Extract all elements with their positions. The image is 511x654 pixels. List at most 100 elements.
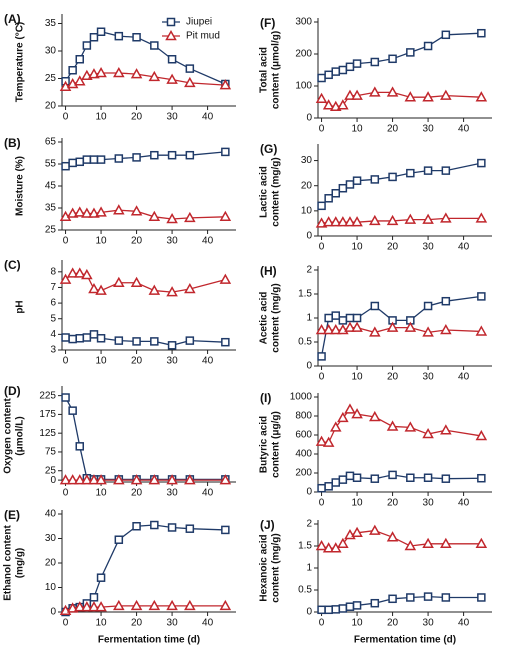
marker [89,330,99,339]
marker [114,535,124,544]
marker [441,166,451,175]
y-tick-label: 0 [50,475,56,486]
x-tick-label: 40 [202,618,214,629]
panel-label: (B) [4,136,21,150]
x-tick-label: 0 [63,236,69,247]
y-axis-label: Total acid [259,47,270,93]
marker [388,594,397,604]
series-line [321,408,482,444]
y-tick-label: 40 [45,509,57,520]
marker [95,474,107,485]
y-tick-label: 600 [295,430,312,441]
marker [317,352,326,361]
y-axis-label: Acetic acid [259,292,270,345]
marker [477,473,486,483]
marker [344,89,356,100]
marker [352,473,362,482]
marker [386,531,399,542]
marker [406,473,415,482]
y-tick-label: 75 [45,447,57,458]
marker [219,210,232,222]
y-tick-label: 400 [295,449,312,460]
series-line [65,524,226,613]
legend-label: Pit mud [186,31,220,42]
marker [441,474,451,483]
marker [388,470,397,480]
marker [386,214,399,226]
x-tick-label: 20 [131,236,143,247]
marker [324,605,333,615]
marker [113,276,125,288]
marker [75,157,85,167]
marker [113,599,125,611]
marker [96,27,106,36]
marker [185,336,195,345]
x-tick-label: 0 [319,372,325,383]
y-tick-label: 300 [295,17,312,28]
marker [73,267,86,278]
marker [167,523,177,532]
marker [423,592,433,601]
marker [404,91,417,102]
marker [185,524,195,533]
marker [89,155,99,164]
marker [345,471,355,481]
marker [166,212,178,224]
x-tick-label: 40 [202,488,214,499]
marker [317,483,326,493]
x-tick-label: 30 [167,112,179,123]
marker [166,286,178,297]
marker [132,337,141,346]
marker [68,406,77,415]
marker [338,316,348,325]
x-tick-label: 0 [319,618,325,629]
y-tick-label: 125 [39,428,56,439]
marker [81,268,93,280]
x-axis-label: Fermentation time (d) [354,635,456,646]
marker [167,341,177,350]
x-tick-label: 30 [423,372,435,383]
x-tick-label: 20 [387,242,399,253]
marker [221,147,230,157]
x-tick-label: 20 [131,356,143,367]
marker [114,31,124,41]
marker [324,70,333,80]
y-tick-label: 4 [50,329,56,340]
marker [386,420,399,431]
marker [440,424,452,435]
marker [441,593,451,602]
marker [369,524,381,535]
y-axis-label: Butyric acid [259,416,270,473]
y-tick-label: 20 [45,101,57,112]
marker [329,216,342,227]
marker [351,89,363,100]
marker [344,321,356,332]
x-tick-label: 20 [387,372,399,383]
marker [150,41,159,50]
y-tick-label: 20 [301,180,313,191]
x-tick-label: 10 [95,112,107,123]
marker [113,204,125,215]
marker [422,91,434,102]
y-axis-label: (mg/g) [15,548,26,579]
marker [184,76,196,88]
marker [423,166,433,175]
marker [82,155,92,164]
marker [338,183,348,193]
marker [166,17,176,27]
panel-label: (C) [4,258,21,272]
marker [130,68,143,79]
marker [331,189,341,198]
marker [148,474,161,485]
marker [386,86,399,97]
marker [475,537,488,549]
y-tick-label: 1.5 [298,541,312,552]
marker [221,337,230,347]
marker [322,542,335,553]
y-tick-label: 1.5 [298,289,312,300]
y-tick-label: 0 [306,487,312,498]
marker [337,537,349,549]
marker [475,325,488,336]
marker [88,601,100,612]
